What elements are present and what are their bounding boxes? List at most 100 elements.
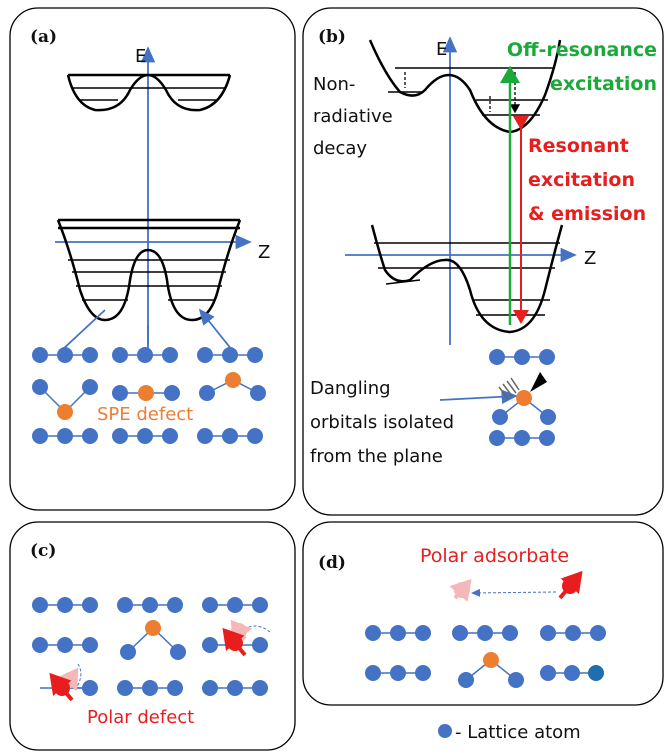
atom — [539, 430, 555, 446]
atom — [250, 385, 266, 401]
atom — [162, 347, 178, 363]
orbital-filled — [530, 372, 547, 392]
atom — [390, 625, 406, 641]
e-axis-label: E — [135, 46, 146, 67]
atom — [458, 672, 474, 688]
atom — [252, 680, 268, 696]
atom — [489, 430, 505, 446]
atom — [540, 665, 556, 681]
atom — [32, 347, 48, 363]
atom — [117, 680, 133, 696]
atom — [57, 597, 73, 613]
atom — [142, 680, 158, 696]
atom — [202, 597, 218, 613]
adsorbate-label: Polar adsorbate — [420, 545, 569, 567]
atom — [57, 404, 73, 420]
atom — [202, 680, 218, 696]
atom — [492, 409, 508, 425]
atom — [489, 349, 505, 365]
atom — [247, 428, 263, 444]
atom — [138, 385, 154, 401]
atom — [514, 349, 530, 365]
atom — [112, 428, 128, 444]
atom — [82, 428, 98, 444]
dangling-label: Dangling — [310, 378, 391, 399]
panel-label: (c) — [30, 541, 56, 561]
atom — [167, 680, 183, 696]
panel-label: (b) — [318, 27, 346, 47]
figure: (a) E Z SPE defect (b) E Z Off-resonance… — [0, 0, 670, 753]
atom — [164, 385, 180, 401]
atom — [167, 597, 183, 613]
atom — [564, 665, 580, 681]
atom — [199, 385, 215, 401]
atom — [222, 347, 238, 363]
levels — [72, 88, 226, 100]
atom — [120, 644, 136, 660]
z-axis-label: Z — [258, 242, 270, 263]
ground-potential — [372, 225, 562, 332]
atom — [590, 625, 606, 641]
atom — [117, 597, 133, 613]
atom — [82, 347, 98, 363]
defect-label: SPE defect — [97, 404, 193, 425]
legend-atom — [438, 724, 452, 738]
atom — [82, 379, 98, 395]
non-radiative-label: decay — [313, 138, 367, 159]
atom — [252, 597, 268, 613]
atom — [82, 597, 98, 613]
off-resonance-label: Off-resonance — [507, 39, 657, 61]
atom — [365, 665, 381, 681]
atom — [82, 637, 98, 653]
panel-label: (d) — [318, 553, 346, 573]
atom — [516, 390, 532, 406]
atom — [390, 665, 406, 681]
atom — [415, 665, 431, 681]
e-axis-label: E — [436, 39, 447, 60]
pointers — [62, 310, 232, 350]
atom — [112, 385, 128, 401]
atom — [112, 347, 128, 363]
atom — [202, 637, 218, 653]
atom — [540, 625, 556, 641]
dangling-label: from the plane — [310, 446, 443, 467]
atom — [514, 430, 530, 446]
atom — [225, 372, 241, 388]
atom — [32, 637, 48, 653]
atom — [415, 625, 431, 641]
atom — [57, 637, 73, 653]
excited-potential — [68, 75, 230, 110]
atom — [142, 597, 158, 613]
atom — [477, 625, 493, 641]
atom — [137, 347, 153, 363]
pointer — [440, 396, 516, 400]
atom — [197, 347, 213, 363]
resonant-label: Resonant — [528, 135, 629, 157]
panel-b: (b) E Z Off-resonance excitation Non- ra… — [310, 27, 657, 467]
z-axis-label: Z — [584, 248, 596, 269]
atom — [57, 428, 73, 444]
atom — [539, 349, 555, 365]
resonant-label: & emission — [528, 203, 646, 225]
atom — [540, 409, 556, 425]
atom — [32, 379, 48, 395]
atom — [137, 428, 153, 444]
panel-a: (a) E Z SPE defect — [30, 27, 270, 425]
atom — [565, 625, 581, 641]
atom — [247, 347, 263, 363]
adsorbate-move — [472, 592, 556, 593]
atom — [452, 625, 468, 641]
off-resonance-label: excitation — [550, 73, 657, 95]
atom — [32, 597, 48, 613]
levels — [68, 260, 230, 300]
atom — [508, 672, 524, 688]
defect-label: Polar defect — [87, 707, 194, 728]
legend-text: - Lattice atom — [455, 722, 581, 743]
dangling-label: orbitals isolated — [310, 412, 454, 433]
atom — [365, 625, 381, 641]
atom — [145, 620, 161, 636]
ground-potential — [58, 220, 240, 320]
atom — [227, 680, 243, 696]
non-radiative-label: Non- — [313, 74, 355, 95]
atom — [57, 347, 73, 363]
